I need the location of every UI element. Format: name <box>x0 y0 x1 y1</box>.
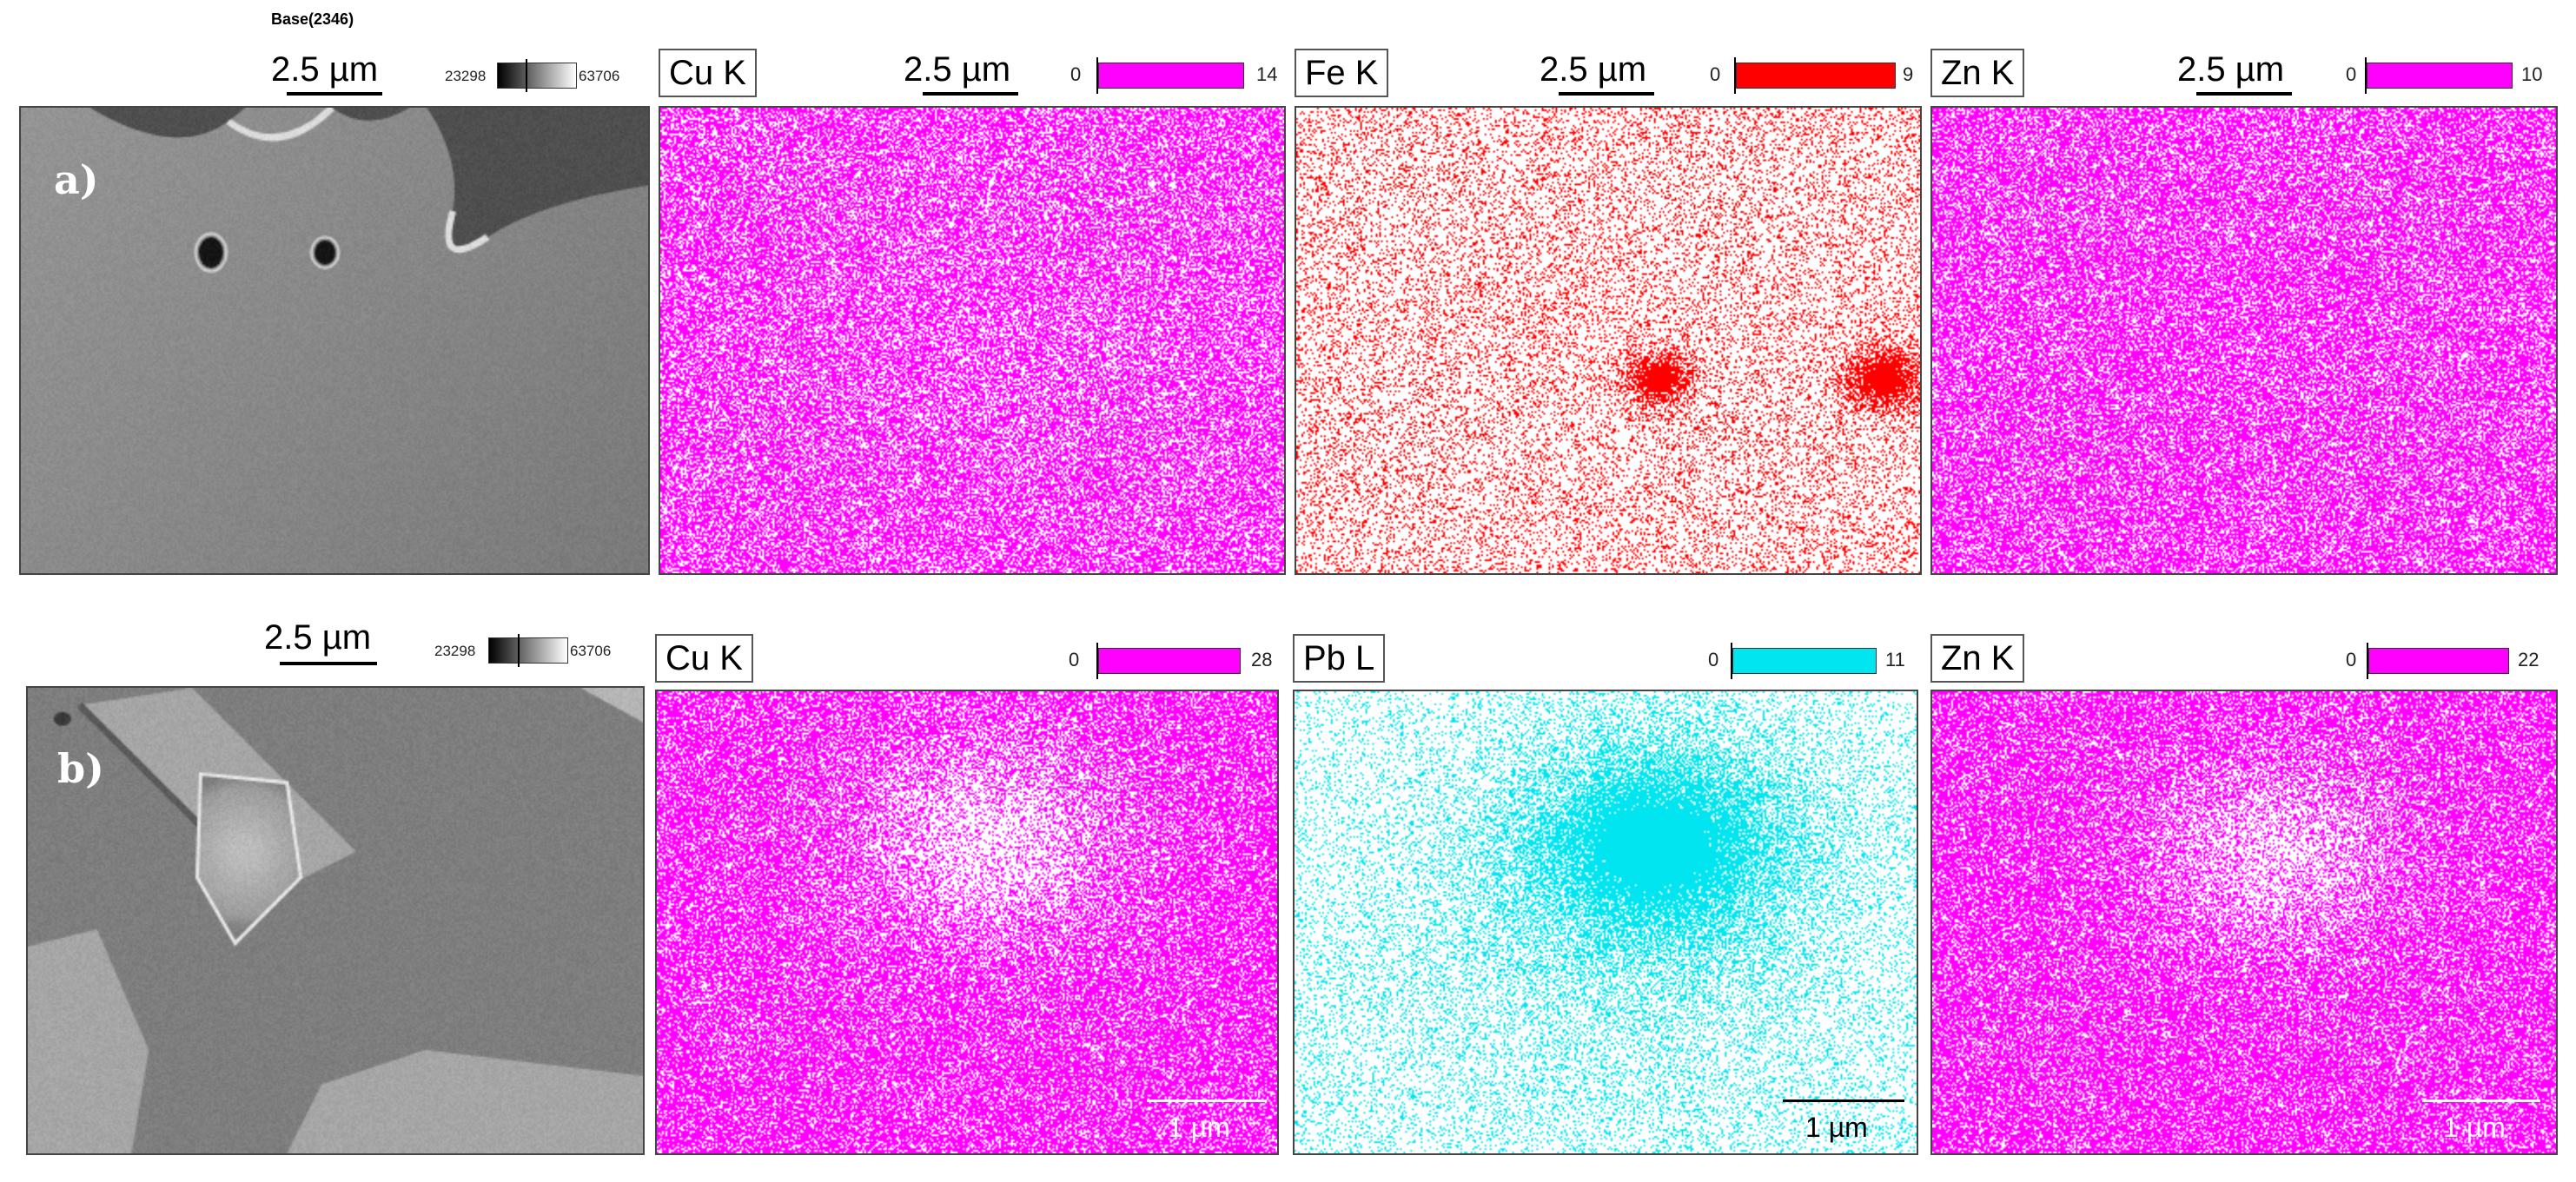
map-label-pb-b: Pb L <box>1293 634 1386 683</box>
pb-b-inset-scale-text: 1 µm <box>1805 1112 1868 1143</box>
map-fe-a-colorbar <box>1736 63 1896 89</box>
map-cu-b-cb-min: 0 <box>1069 649 1080 670</box>
sem-a-grayscale-colorbar <box>497 63 577 89</box>
zn-map-a <box>1930 106 2558 575</box>
map-zn-b-cb-tick <box>2367 643 2368 679</box>
fe-map-a <box>1295 106 1922 575</box>
map-zn-a-cb-max: 10 <box>2521 63 2543 85</box>
map-pb-b-cb-min: 0 <box>1708 649 1719 670</box>
map-label-cu-b: Cu K <box>655 634 753 683</box>
map-cu-a-scale-bar <box>923 92 1018 96</box>
sem-b-scale-bar <box>280 662 377 665</box>
map-cu-b-cb-tick <box>1096 643 1098 679</box>
map-cu-a-scale-text: 2.5 µm <box>904 50 1011 89</box>
map-zn-a-scale-text: 2.5 µm <box>2177 50 2285 89</box>
sem-a-scale-bar <box>287 92 382 96</box>
map-label-zn-b: Zn K <box>1930 634 2025 683</box>
map-zn-a-cb-tick <box>2365 57 2367 94</box>
pb-b-inset-scale-bar <box>1783 1099 1904 1102</box>
sem-b-grayscale-colorbar <box>488 637 568 664</box>
map-cu-b-colorbar <box>1098 648 1241 674</box>
zn-b-inset-scale-bar <box>2422 1099 2540 1102</box>
map-zn-a-scale-bar <box>2196 92 2292 96</box>
sem-image-a <box>19 106 650 575</box>
row-label-b: b) <box>57 745 104 792</box>
cu-b-inset-scale-text: 1 µm <box>1168 1112 1230 1143</box>
cu-map-a <box>659 106 1286 575</box>
sem-a-colorbar-max: 63706 <box>579 68 620 84</box>
map-label-cu-a: Cu K <box>659 49 757 97</box>
sem-b-scale-text: 2.5 µm <box>264 618 372 657</box>
map-fe-a-scale-bar <box>1559 92 1654 96</box>
sem-b-colorbar-max: 63706 <box>570 643 612 659</box>
map-fe-a-cb-min: 0 <box>1710 63 1721 85</box>
map-pb-b-cb-tick <box>1731 643 1732 679</box>
map-label-fe-a: Fe K <box>1295 49 1389 97</box>
sem-image-b <box>26 686 645 1155</box>
pb-map-b <box>1293 690 1918 1155</box>
sem-a-scale-text: 2.5 µm <box>271 50 379 89</box>
map-fe-a-cb-tick <box>1734 57 1736 94</box>
map-fe-a-scale-text: 2.5 µm <box>1540 50 1647 89</box>
map-cu-a-cb-min: 0 <box>1070 63 1082 85</box>
zn-b-inset-scale-text: 1 µm <box>2443 1112 2506 1143</box>
map-cu-a-cb-max: 14 <box>1256 63 1278 85</box>
map-cu-b-cb-max: 28 <box>1251 649 1273 670</box>
map-pb-b-colorbar <box>1732 648 1877 674</box>
base-title: Base(2346) <box>271 10 354 28</box>
row-label-a: a) <box>54 156 99 203</box>
map-fe-a-cb-max: 9 <box>1903 63 1914 85</box>
sem-a-colorbar-min: 23298 <box>445 68 487 84</box>
map-zn-b-cb-max: 22 <box>2518 649 2540 670</box>
map-cu-a-colorbar <box>1098 63 1244 89</box>
map-zn-b-colorbar <box>2368 648 2509 674</box>
sem-a-colorbar-tick <box>526 59 527 92</box>
sem-b-colorbar-tick <box>518 634 520 667</box>
map-zn-b-cb-min: 0 <box>2346 649 2357 670</box>
map-zn-a-cb-min: 0 <box>2346 63 2357 85</box>
map-label-zn-a: Zn K <box>1930 49 2025 97</box>
zn-map-b <box>1930 690 2558 1155</box>
sem-b-colorbar-min: 23298 <box>434 643 476 659</box>
map-cu-a-cb-tick <box>1096 57 1098 94</box>
cu-map-b <box>655 690 1279 1155</box>
cu-b-inset-scale-bar <box>1147 1099 1267 1102</box>
map-zn-a-colorbar <box>2367 63 2513 89</box>
map-pb-b-cb-max: 11 <box>1885 649 1905 670</box>
